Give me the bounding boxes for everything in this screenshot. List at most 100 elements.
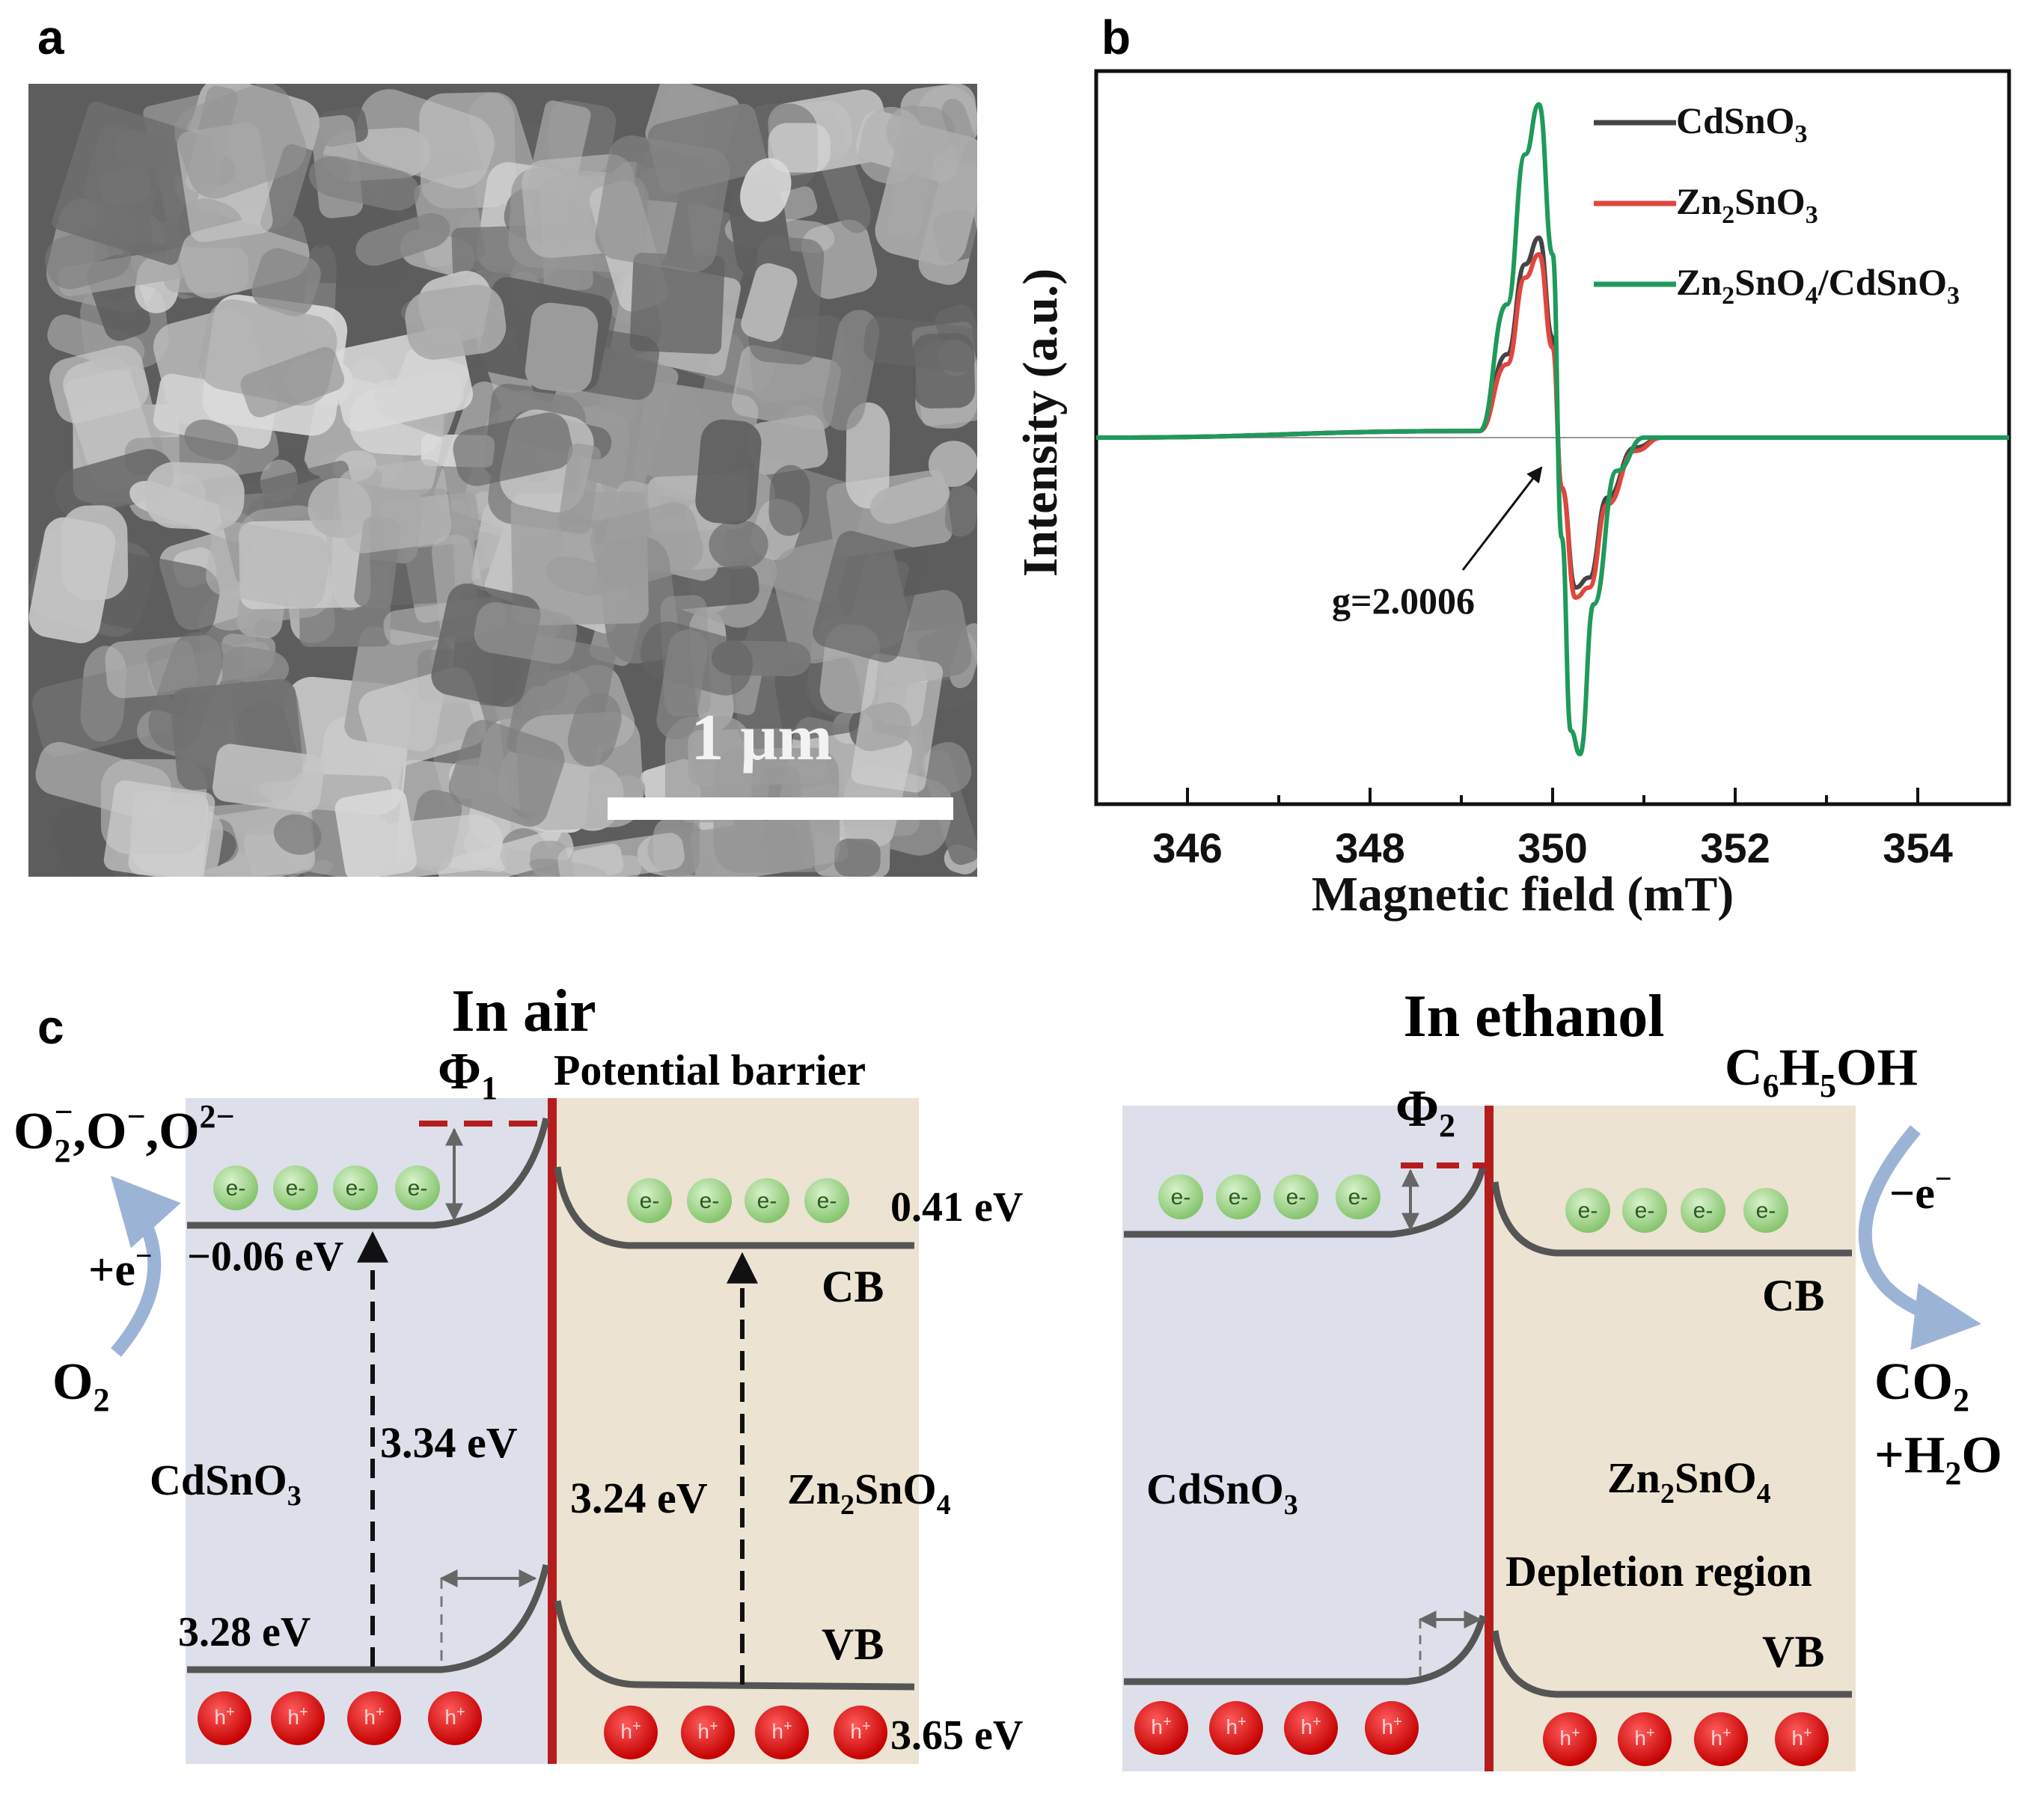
hole: h+: [428, 1691, 482, 1745]
sem-particle: [924, 741, 972, 794]
sem-particle: [474, 602, 578, 664]
x-tick-label: 352: [1700, 824, 1770, 871]
electron: e-: [1681, 1188, 1725, 1233]
electron: e-: [687, 1178, 732, 1223]
sem-particle: [448, 720, 565, 827]
vb-left-energy: 3.28 eV: [178, 1609, 311, 1655]
g-factor-annotation: g=2.0006: [1332, 580, 1475, 622]
svg-text:h+: h+: [1226, 1714, 1246, 1738]
sem-particle: [525, 302, 599, 393]
electron: e-: [1565, 1188, 1610, 1233]
sem-particle: [851, 653, 944, 793]
cb-right-energy: 0.41 eV: [890, 1184, 1023, 1231]
hole: h+: [1775, 1712, 1829, 1766]
electron: e-: [745, 1178, 789, 1223]
x-tick-label: 348: [1335, 824, 1404, 871]
sem-particle: [731, 345, 841, 431]
svg-text:h+: h+: [1300, 1714, 1321, 1738]
panel-c: c In air Φ1 Potential barrier 3.34 eV: [13, 978, 2002, 1771]
hole: h+: [1365, 1701, 1419, 1755]
sem-particle: [741, 263, 798, 343]
sem-image: 1 μm: [28, 84, 977, 877]
depletion-region-label: Depletion region: [1505, 1547, 1812, 1596]
carriers-air: e-e-e-e-e-e-e-e-h+ h+ h+ h+ h+ h+ h+ h+: [198, 1165, 887, 1759]
sem-particle: [863, 316, 977, 373]
svg-text:h+: h+: [1711, 1725, 1731, 1750]
hole: h+: [1209, 1701, 1263, 1755]
hole: h+: [271, 1691, 325, 1745]
phi-1: Φ1: [438, 1043, 498, 1106]
x-axis-label: Magnetic field (mT): [1312, 867, 1734, 922]
zn2sno4-region-ethanol: [1489, 1106, 1856, 1771]
sem-particle: [656, 629, 708, 740]
sem-particle: [309, 156, 420, 211]
vb-label-ethanol: VB: [1762, 1627, 1824, 1676]
sem-particle: [221, 646, 290, 685]
sem-particle: [240, 346, 345, 417]
sem-particle: [355, 212, 450, 266]
legend-entry: Zn2SnO3: [1676, 180, 1818, 229]
vb-band-left-ethanol: [1124, 1614, 1487, 1685]
svg-text:e-: e-: [1286, 1185, 1306, 1210]
sem-particle: [337, 459, 452, 554]
electron: e-: [1216, 1174, 1261, 1219]
svg-text:h+: h+: [444, 1704, 465, 1729]
title-in-ethanol: In ethanol: [1404, 984, 1665, 1050]
material-cdsno3-ethanol: CdSnO3: [1146, 1465, 1298, 1521]
sem-particle: [664, 716, 752, 823]
material-zn2sno4-air: Zn2SnO4: [787, 1465, 951, 1521]
svg-text:h+: h+: [771, 1718, 792, 1743]
svg-text:e-: e-: [408, 1176, 428, 1201]
minus-electron-label: −e−: [1889, 1162, 1952, 1218]
zn2sno4-region: [552, 1098, 919, 1764]
sem-particle: [629, 252, 725, 355]
svg-text:h+: h+: [1381, 1714, 1401, 1738]
co2-label: CO2: [1874, 1353, 1969, 1418]
cb-band-left: [187, 1118, 550, 1229]
svg-text:h+: h+: [620, 1718, 641, 1743]
sem-particle: [768, 123, 831, 173]
sem-particle: [52, 101, 215, 266]
sem-particle: [875, 125, 977, 266]
sem-particle: [49, 345, 149, 423]
panel-c-label: c: [37, 1000, 64, 1054]
svg-text:e-: e-: [1635, 1198, 1655, 1223]
sem-particle: [213, 744, 325, 812]
carriers-ethanol: e-e-e-e-e-e-e-e-h+ h+ h+ h+ h+ h+ h+ h+: [1134, 1174, 1829, 1766]
o2-label: O2: [52, 1353, 109, 1418]
svg-text:e-: e-: [1171, 1185, 1191, 1210]
electron: e-: [627, 1178, 672, 1223]
sem-particle: [944, 485, 977, 537]
electron: e-: [1743, 1188, 1788, 1233]
sem-particle: [695, 419, 762, 525]
hole: h+: [1543, 1712, 1597, 1766]
hole: h+: [1618, 1712, 1672, 1766]
svg-text:h+: h+: [364, 1704, 384, 1729]
title-in-air: In air: [451, 978, 596, 1044]
ethanol-formula: C6H5OH: [1725, 1039, 1918, 1104]
sem-particle: [813, 530, 923, 663]
sem-particle: [146, 640, 199, 693]
potential-barrier-label: Potential barrier: [554, 1046, 866, 1094]
gap-left-value: 3.34 eV: [380, 1418, 518, 1467]
cb-band-right-ethanol: [1491, 1181, 1852, 1257]
svg-text:e-: e-: [226, 1176, 246, 1201]
cb-label-ethanol: CB: [1762, 1271, 1824, 1320]
sem-particle: [251, 248, 321, 317]
sem-particle: [354, 89, 495, 189]
x-tick-label: 346: [1152, 824, 1222, 871]
svg-text:h+: h+: [1791, 1725, 1812, 1750]
cb-band-left-ethanol: [1124, 1165, 1487, 1238]
panel-b: b 346 348 350 352 354 Magnetic field (mT) Inte…: [1013, 10, 2011, 922]
hole: h+: [604, 1706, 658, 1759]
svg-text:e-: e-: [640, 1189, 660, 1213]
h2o-label: +H2O: [1874, 1427, 2002, 1492]
panel-a-label: a: [37, 10, 64, 64]
svg-text:e-: e-: [1229, 1185, 1249, 1210]
sem-particle: [103, 780, 215, 877]
electron: e-: [1274, 1174, 1318, 1219]
hole: h+: [755, 1706, 809, 1759]
scale-bar-label: 1 μm: [691, 702, 832, 774]
electron: e-: [395, 1165, 440, 1210]
hole: h+: [198, 1691, 251, 1745]
